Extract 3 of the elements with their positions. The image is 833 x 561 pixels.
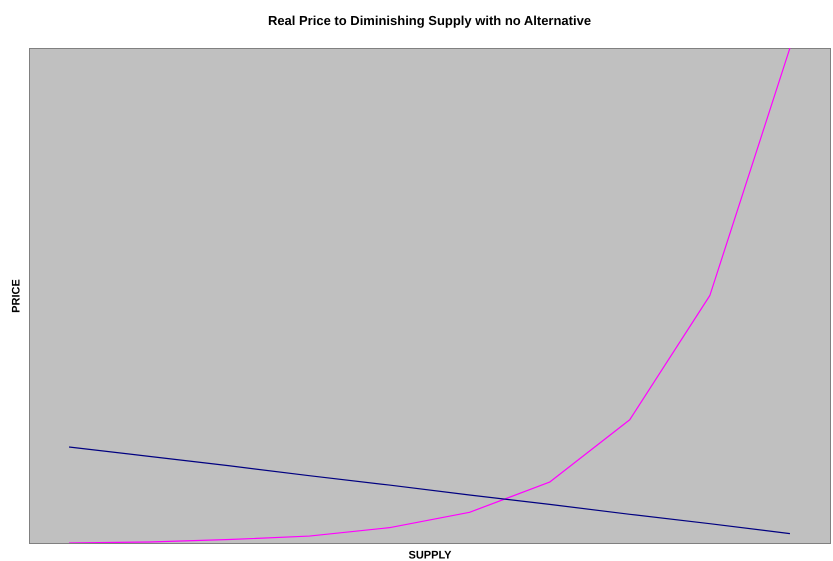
y-axis-title: PRICE [10, 279, 22, 313]
chart-title: Real Price to Diminishing Supply with no Alternative [268, 13, 592, 28]
x-axis-title: SUPPLY [408, 550, 452, 561]
